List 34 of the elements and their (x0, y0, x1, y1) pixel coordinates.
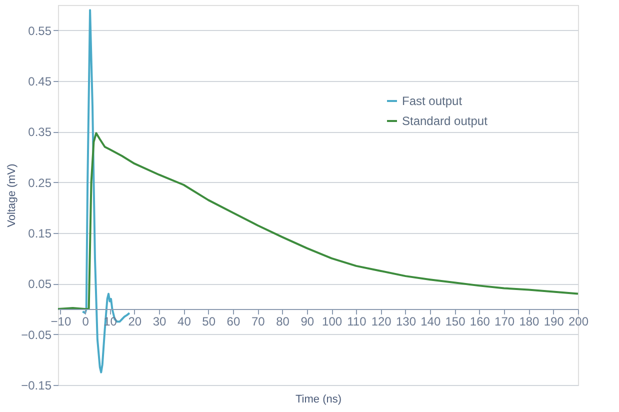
x-tick-label: 20 (128, 314, 142, 328)
y-tick-label: 0.45 (28, 74, 52, 88)
x-tick-label: 110 (347, 314, 367, 328)
x-tick-label: 180 (519, 314, 540, 328)
x-tick-label: 100 (322, 314, 342, 328)
y-tick-label: 0.25 (28, 176, 52, 190)
y-tick-label: 0.55 (28, 24, 52, 38)
y-tick-label: −0.05 (21, 328, 52, 342)
y-tick-label: 0.35 (28, 125, 52, 140)
x-tick-label: 190 (544, 314, 564, 328)
x-tick-label: 50 (202, 314, 216, 328)
y-axis-title: Voltage (mV) (6, 164, 18, 228)
x-tick-label: 40 (178, 314, 192, 328)
x-tick-label: 150 (445, 314, 466, 328)
x-tick-label: 90 (300, 314, 314, 328)
y-tick-label: 0.15 (28, 226, 52, 240)
x-tick-label: 80 (276, 314, 290, 328)
y-tick-label: 0.05 (28, 277, 52, 292)
x-tick-label: 60 (226, 314, 240, 328)
x-tick-label: 200 (568, 314, 589, 328)
x-tick-label: −10 (50, 314, 72, 328)
line-series (82, 9, 130, 374)
x-axis-title: Time (ns) (295, 394, 342, 406)
x-tick-label: 30 (152, 314, 167, 328)
x-tick-label: 160 (470, 314, 490, 328)
x-tick-label: 120 (371, 314, 392, 328)
x-tick-label: 140 (420, 314, 441, 328)
legend-label: Fast output (402, 94, 463, 108)
legend-label: Standard output (402, 114, 488, 128)
y-tick-label: −0.15 (21, 378, 52, 392)
x-tick-label: 130 (396, 314, 416, 328)
x-tick-label: 70 (251, 314, 266, 328)
x-tick-label: 170 (494, 314, 515, 328)
x-tick-label: 0 (82, 314, 90, 328)
